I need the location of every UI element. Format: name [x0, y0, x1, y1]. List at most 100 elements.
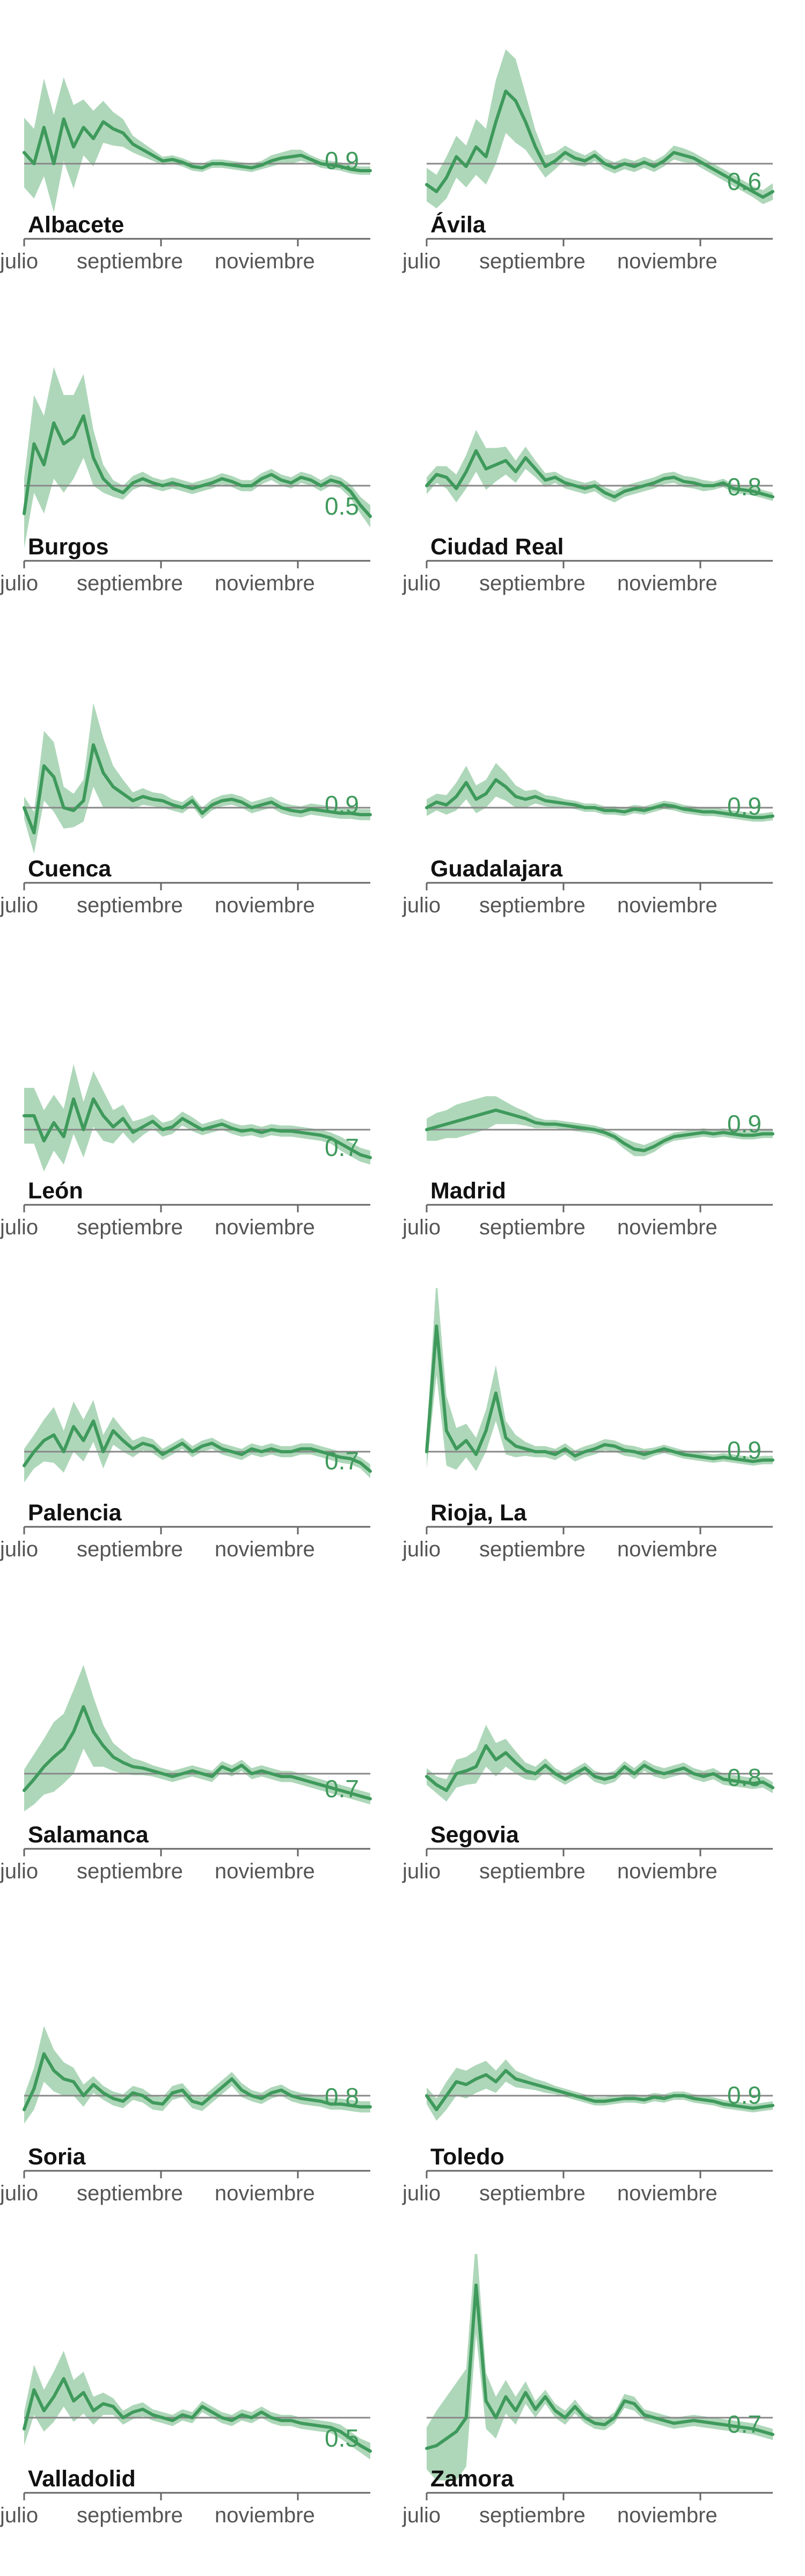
chart-panel-valladolid: Valladolid 0.5 julio septiembre noviembre	[0, 2254, 402, 2576]
province-label: Madrid	[430, 1178, 506, 1204]
latest-value-label: 0.7	[325, 1133, 359, 1161]
x-tick-label: noviembre	[617, 250, 718, 273]
x-tick-label: septiembre	[77, 2182, 183, 2205]
x-tick-label: septiembre	[77, 572, 183, 595]
x-tick-label: julio	[0, 572, 39, 595]
chart-svg	[425, 1725, 774, 1856]
x-tick-label: julio	[402, 894, 441, 917]
series-line	[23, 1705, 372, 1801]
chart-svg	[23, 1665, 372, 1856]
chart-svg	[425, 49, 774, 246]
chart-panel-zamora: Zamora 0.7 julio septiembre noviembre	[402, 2254, 805, 2576]
x-tick-label: septiembre	[479, 894, 586, 917]
x-tick-label: septiembre	[479, 2182, 586, 2205]
chart-panel-cuenca: Cuenca 0.9 julio septiembre noviembre	[0, 644, 402, 966]
x-tick-label: septiembre	[77, 894, 183, 917]
latest-value-label: 0.6	[727, 167, 762, 195]
x-tick-label: septiembre	[77, 250, 183, 273]
x-tick-label: noviembre	[215, 1860, 315, 1883]
x-tick-label: noviembre	[617, 2182, 718, 2205]
confidence-band	[427, 49, 773, 209]
series-line	[23, 1419, 372, 1473]
confidence-band	[24, 1400, 370, 1483]
series-line	[23, 117, 372, 172]
x-tick-label: septiembre	[77, 1538, 183, 1561]
x-tick-label: septiembre	[479, 1860, 586, 1883]
chart-svg	[23, 77, 372, 246]
province-label: Toledo	[430, 2144, 504, 2170]
x-tick-label: noviembre	[215, 250, 315, 273]
confidence-band	[24, 2351, 370, 2460]
confidence-band	[24, 703, 370, 854]
latest-value-label: 0.7	[325, 1447, 359, 1475]
x-tick-label: julio	[402, 2182, 441, 2205]
latest-value-label: 0.9	[727, 2081, 762, 2110]
series-line	[425, 1108, 774, 1152]
confidence-band	[24, 77, 370, 213]
x-tick-label: julio	[402, 1216, 441, 1239]
x-tick-label: septiembre	[77, 2504, 183, 2527]
latest-value-label: 0.7	[727, 2410, 762, 2439]
confidence-band	[24, 1665, 370, 1812]
x-tick-label: noviembre	[617, 1860, 718, 1883]
chart-panel-leon: León 0.7 julio septiembre noviembre	[0, 966, 402, 1288]
x-tick-label: noviembre	[617, 572, 718, 595]
chart-svg	[23, 1064, 372, 1212]
latest-value-label: 0.9	[325, 791, 359, 818]
confidence-band	[427, 1288, 773, 1472]
latest-value-label: 0.9	[727, 1109, 762, 1138]
x-tick-label: septiembre	[479, 250, 586, 273]
latest-value-label: 0.5	[325, 2424, 359, 2452]
latest-value-label: 0.9	[325, 147, 359, 174]
series-line	[425, 2284, 774, 2450]
x-tick-label: septiembre	[479, 572, 586, 595]
province-label: Salamanca	[28, 1822, 149, 1848]
chart-panel-albacete: Albacete 0.9 julio septiembre noviembre	[0, 0, 402, 322]
province-label: Ávila	[430, 212, 486, 238]
province-label: Cuenca	[28, 856, 112, 882]
confidence-band	[427, 2059, 773, 2121]
confidence-band	[427, 1096, 773, 1157]
x-tick-label: noviembre	[617, 1538, 718, 1561]
chart-panel-soria: Soria 0.8 julio septiembre noviembre	[0, 1932, 402, 2254]
chart-panel-guadalajara: Guadalajara 0.9 julio septiembre noviembre	[402, 644, 805, 966]
series-line	[425, 2069, 774, 2111]
chart-panel-ciudad-real: Ciudad Real 0.8 julio septiembre noviembre	[402, 322, 805, 644]
confidence-band	[427, 430, 773, 503]
latest-value-label: 0.8	[325, 2082, 359, 2111]
series-line	[23, 414, 372, 518]
chart-panel-palencia: Palencia 0.7 julio septiembre noviembre	[0, 1288, 402, 1610]
series-line	[425, 1744, 774, 1792]
x-tick-label: noviembre	[215, 1538, 315, 1561]
series-line	[23, 1097, 372, 1159]
x-tick-label: noviembre	[215, 2504, 315, 2527]
x-tick-label: julio	[0, 894, 39, 917]
x-tick-label: noviembre	[215, 2182, 315, 2205]
x-tick-label: julio	[402, 2504, 441, 2527]
chart-svg	[23, 2026, 372, 2178]
series-line	[425, 778, 774, 819]
x-tick-label: julio	[402, 1538, 441, 1561]
series-line	[23, 2377, 372, 2453]
series-line	[23, 2052, 372, 2111]
chart-svg	[425, 1288, 774, 1534]
confidence-band	[24, 367, 370, 548]
confidence-band	[427, 1725, 773, 1802]
confidence-band	[427, 2254, 773, 2480]
province-label: Segovia	[430, 1822, 519, 1848]
x-tick-label: julio	[0, 2182, 39, 2205]
chart-panel-salamanca: Salamanca 0.7 julio septiembre noviembre	[0, 1610, 402, 1932]
x-tick-label: julio	[0, 1216, 39, 1239]
latest-value-label: 0.8	[727, 472, 762, 501]
latest-value-label: 0.5	[325, 492, 359, 520]
chart-svg	[425, 763, 774, 890]
latest-value-label: 0.8	[727, 1763, 762, 1791]
province-label: Zamora	[430, 2466, 514, 2492]
chart-panel-rioja-la: Rioja, La 0.9 julio septiembre noviembre	[402, 1288, 805, 1610]
chart-svg	[425, 2059, 774, 2178]
province-label: Albacete	[28, 212, 125, 238]
x-tick-label: septiembre	[479, 1216, 586, 1239]
x-tick-label: noviembre	[617, 894, 718, 917]
chart-svg	[425, 2254, 774, 2500]
